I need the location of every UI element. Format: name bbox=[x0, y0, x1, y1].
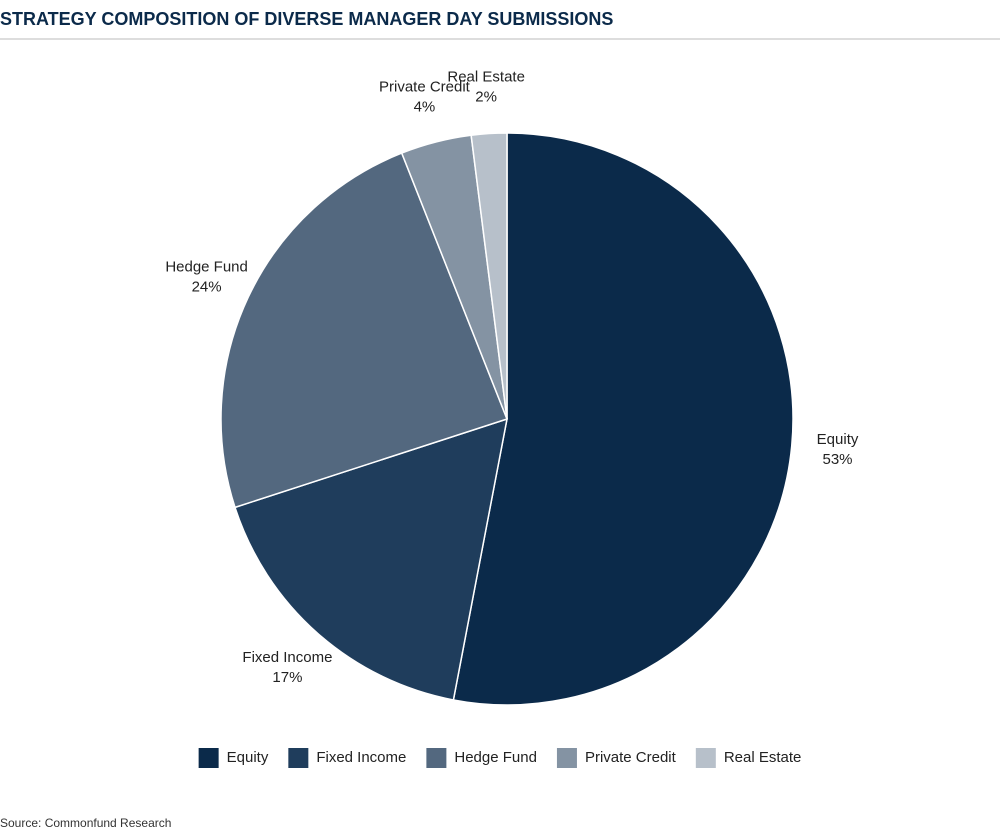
legend-swatch bbox=[556, 748, 577, 768]
pie-slice bbox=[234, 417, 508, 701]
legend-swatch bbox=[426, 748, 447, 768]
legend-swatch bbox=[198, 748, 219, 768]
legend-label: Private Credit bbox=[585, 749, 677, 766]
slice-value-label: 4% bbox=[414, 98, 436, 115]
slice-label: Real Estate bbox=[447, 69, 525, 86]
pie-slice bbox=[470, 132, 508, 420]
slice-value-label: 24% bbox=[192, 279, 222, 296]
slice-value-label: 17% bbox=[272, 669, 302, 686]
slice-value-label: 2% bbox=[475, 89, 497, 106]
slice-label: Private Credit bbox=[379, 78, 471, 95]
legend-swatch bbox=[695, 748, 716, 768]
legend-label: Equity bbox=[227, 749, 269, 766]
legend-label: Hedge Fund bbox=[454, 749, 537, 766]
source: Source: Commonfund Research bbox=[0, 816, 171, 830]
legend-label: Real Estate bbox=[724, 749, 802, 766]
chart-title: STRATEGY COMPOSITION OF DIVERSE MANAGER … bbox=[0, 9, 613, 29]
slice-value-label: 53% bbox=[823, 451, 853, 468]
legend-label: Fixed Income bbox=[316, 749, 406, 766]
pie-slice bbox=[452, 132, 794, 706]
pie-slice bbox=[220, 152, 508, 509]
slice-label: Equity bbox=[817, 431, 859, 448]
slice-label: Hedge Fund bbox=[165, 259, 248, 276]
slice-label: Fixed Income bbox=[242, 649, 332, 666]
legend-swatch bbox=[288, 748, 309, 768]
